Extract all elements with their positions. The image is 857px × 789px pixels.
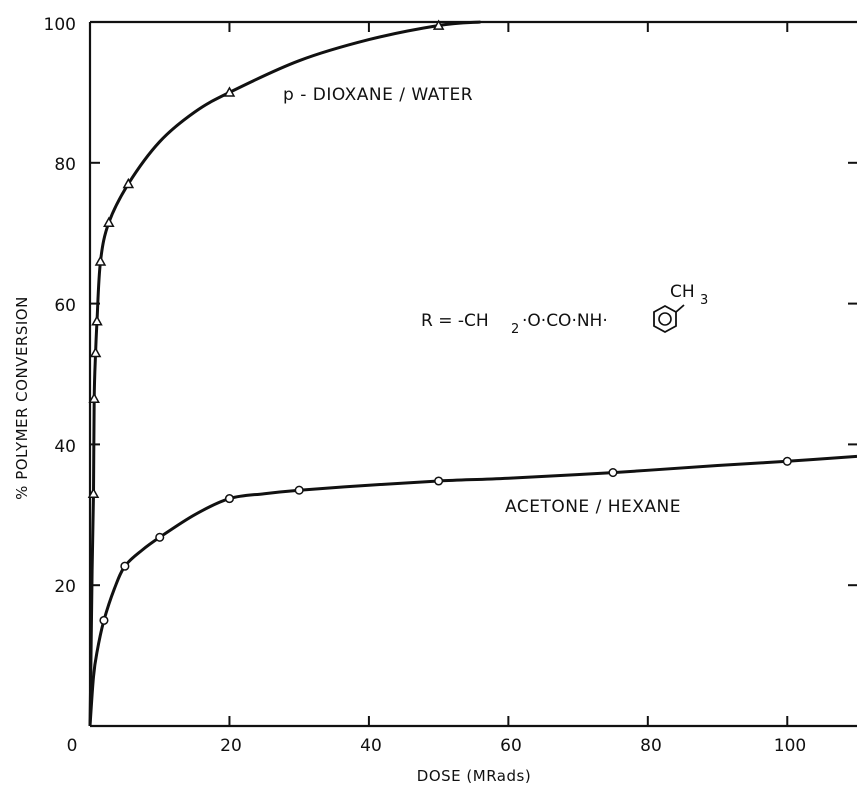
x-tick-label: 100	[774, 736, 806, 756]
acetone-hexane-curve	[88, 454, 857, 727]
dioxane-series-label: p - DIOXANE / WATER	[283, 85, 473, 105]
x-tick-label: 80	[640, 736, 662, 756]
formula-ch: CH	[670, 282, 695, 302]
benzene-ring-icon	[653, 304, 685, 334]
tick-marks	[90, 21, 857, 726]
acetone-hexane-point	[120, 561, 130, 571]
tick-labels: 0 20 40 60 80 100 20 40 60 80 100	[44, 15, 807, 756]
acetone-hexane-point	[608, 468, 618, 478]
p-dioxane-water-curve	[88, 20, 481, 727]
acetone-hexane-point	[294, 485, 304, 495]
x-tick-label: 60	[500, 736, 522, 756]
acetone-hexane-point	[155, 532, 165, 542]
y-tick-label: 80	[54, 155, 76, 175]
acetone-hexane-point	[99, 615, 109, 625]
formula-middle: ·O·CO·NH·	[522, 311, 608, 331]
p-dioxane-water-point	[89, 346, 102, 358]
y-tick-label: 100	[44, 15, 76, 35]
series-markers	[87, 19, 792, 625]
acetone-hexane-point	[224, 494, 235, 504]
y-tick-label: 60	[54, 296, 76, 316]
structural-formula: R = -CH 2 ·O·CO·NH· CH 3	[421, 282, 708, 337]
formula-subscript-2: 2	[511, 322, 519, 337]
y-tick-label: 20	[54, 577, 76, 597]
series-curves	[88, 20, 857, 727]
p-dioxane-water-point	[432, 19, 445, 30]
formula-subscript-3: 3	[700, 293, 708, 308]
y-axis-title: % POLYMER CONVERSION	[13, 296, 31, 500]
x-axis-title: DOSE (MRads)	[417, 767, 531, 785]
p-dioxane-water-point	[87, 487, 100, 499]
p-dioxane-water-point	[223, 86, 236, 97]
x-tick-label: 40	[360, 736, 382, 756]
p-dioxane-water-point	[122, 177, 135, 189]
plot-frame	[88, 20, 857, 728]
acetone-hexane-point	[782, 456, 792, 466]
p-dioxane-water-point	[94, 255, 107, 266]
acetone-hexane-point	[434, 476, 444, 486]
x-tick-label: 0	[67, 736, 78, 756]
y-tick-label: 40	[54, 437, 76, 457]
p-dioxane-water-point	[103, 216, 115, 227]
x-tick-label: 20	[220, 736, 242, 756]
formula-prefix: R = -CH	[421, 311, 489, 331]
p-dioxane-water-point	[88, 392, 100, 403]
p-dioxane-water-point	[91, 315, 103, 326]
acetone-series-label: ACETONE / HEXANE	[505, 497, 681, 517]
